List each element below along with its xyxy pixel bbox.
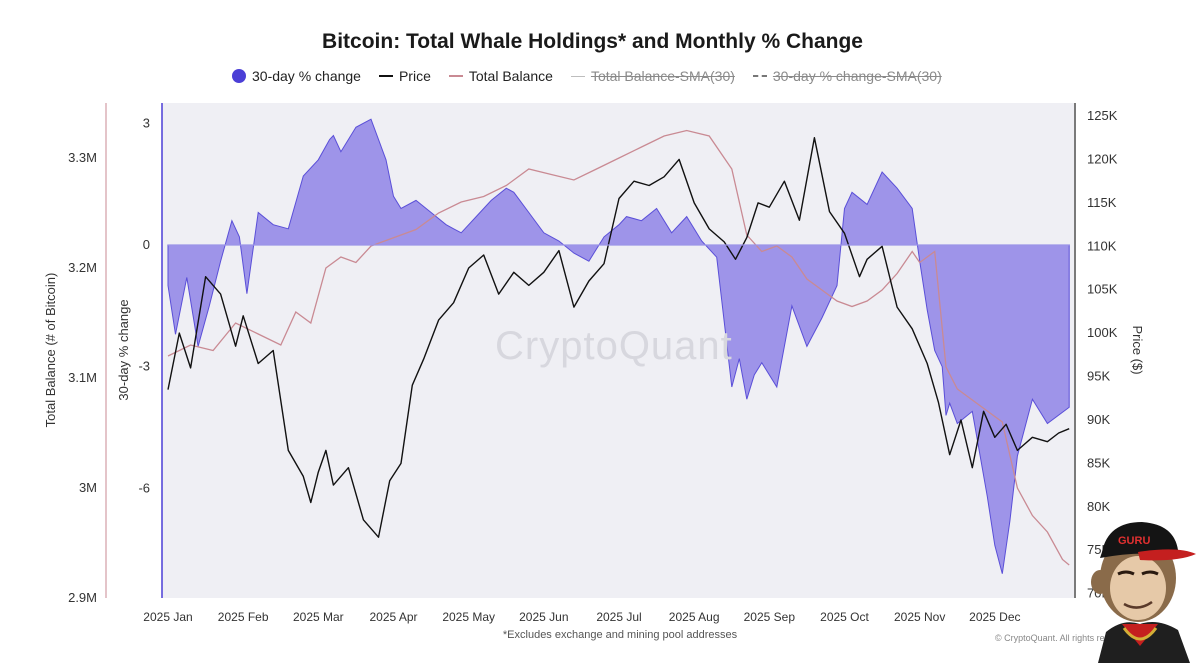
pct-axis-title: 30-day % change xyxy=(116,299,131,400)
x-tick-label: 2025 Nov xyxy=(894,610,945,624)
balance-tick-label: 2.9M xyxy=(68,590,97,605)
price-axis-title: Price ($) xyxy=(1130,325,1145,374)
price-tick-label: 110K xyxy=(1087,238,1117,253)
avatar-eye-right xyxy=(1141,570,1159,576)
price-tick-label: 105K xyxy=(1087,282,1118,297)
pct-tick-label: 0 xyxy=(143,237,150,252)
balance-axis-title: Total Balance (# of Bitcoin) xyxy=(43,273,58,428)
x-tick-label: 2025 Dec xyxy=(969,610,1020,624)
price-tick-label: 125K xyxy=(1087,108,1118,123)
x-tick-label: 2025 Apr xyxy=(369,610,417,624)
price-tick-label: 80K xyxy=(1087,499,1110,514)
x-tick-label: 2025 Jun xyxy=(519,610,568,624)
avatar-cap xyxy=(1100,522,1182,558)
legend-dot-icon xyxy=(232,69,246,83)
pct-tick-label: -3 xyxy=(138,359,150,374)
total-balance-line xyxy=(167,129,1070,566)
legend-item-pct-sma[interactable]: 30-day % change-SMA(30) xyxy=(752,68,942,84)
avatar-chain xyxy=(1122,627,1158,641)
avatar-cap-brim xyxy=(1138,549,1196,561)
legend-item-balance-sma[interactable]: Total Balance-SMA(30) xyxy=(570,68,735,84)
price-tick-label: 100K xyxy=(1087,325,1118,340)
legend-label: Total Balance xyxy=(468,68,553,84)
x-tick-label: 2025 Sep xyxy=(744,610,796,624)
legend-item-price[interactable]: Price xyxy=(378,68,431,84)
avatar-face xyxy=(1110,556,1166,620)
balance-tick-label: 3.2M xyxy=(68,260,97,275)
price-tick-label: 120K xyxy=(1087,151,1118,166)
avatar-collar xyxy=(1122,624,1158,646)
legend-label: Price xyxy=(398,68,431,84)
avatar-eye-left xyxy=(1117,570,1135,576)
price-tick-label: 115K xyxy=(1087,195,1117,210)
x-tick-label: 2025 Mar xyxy=(293,610,344,624)
x-tick-label: 2025 Feb xyxy=(218,610,269,624)
price-tick-label: 95K xyxy=(1087,369,1110,384)
avatar-jacket xyxy=(1098,622,1190,663)
x-tick-label: 2025 Aug xyxy=(669,610,720,624)
x-tick-label: 2025 Jul xyxy=(596,610,641,624)
legend-line-icon xyxy=(378,75,393,77)
avatar-mouth xyxy=(1123,600,1153,609)
x-tick-label: 2025 May xyxy=(442,610,495,624)
copyright: © CryptoQuant. All rights reserved xyxy=(995,633,1132,643)
legend-label: 30-day % change xyxy=(252,68,361,84)
legend-item-total-balance[interactable]: Total Balance xyxy=(448,68,553,84)
legend-line-icon xyxy=(448,75,463,77)
balance-tick-label: 3.3M xyxy=(68,150,97,165)
price-tick-label: 85K xyxy=(1087,455,1110,470)
price-line xyxy=(167,136,1070,538)
legend-label: 30-day % change-SMA(30) xyxy=(772,68,942,84)
pct-tick-label: 3 xyxy=(143,115,150,130)
avatar-cap-text: GURU xyxy=(1118,535,1150,547)
legend: 30-day % change Price Total Balance Tota… xyxy=(232,66,942,86)
legend-dashed-line-icon xyxy=(752,75,767,77)
x-tick-label: 2025 Jan xyxy=(143,610,192,624)
legend-label: Total Balance-SMA(30) xyxy=(590,68,735,84)
watermark: CryptoQuant xyxy=(495,324,733,368)
pct-tick-label: -6 xyxy=(138,480,150,495)
legend-line-icon xyxy=(570,75,585,77)
footnote: *Excludes exchange and mining pool addre… xyxy=(502,629,738,641)
avatar-ear xyxy=(1091,570,1109,594)
ape-avatar-image: GURU xyxy=(1091,522,1196,663)
chart-title: Bitcoin: Total Whale Holdings* and Month… xyxy=(322,30,863,53)
balance-tick-label: 3.1M xyxy=(68,370,97,385)
legend-item-pct-change[interactable]: 30-day % change xyxy=(232,68,361,84)
price-tick-label: 90K xyxy=(1087,412,1110,427)
x-tick-label: 2025 Oct xyxy=(820,610,869,624)
balance-tick-label: 3M xyxy=(79,480,97,495)
